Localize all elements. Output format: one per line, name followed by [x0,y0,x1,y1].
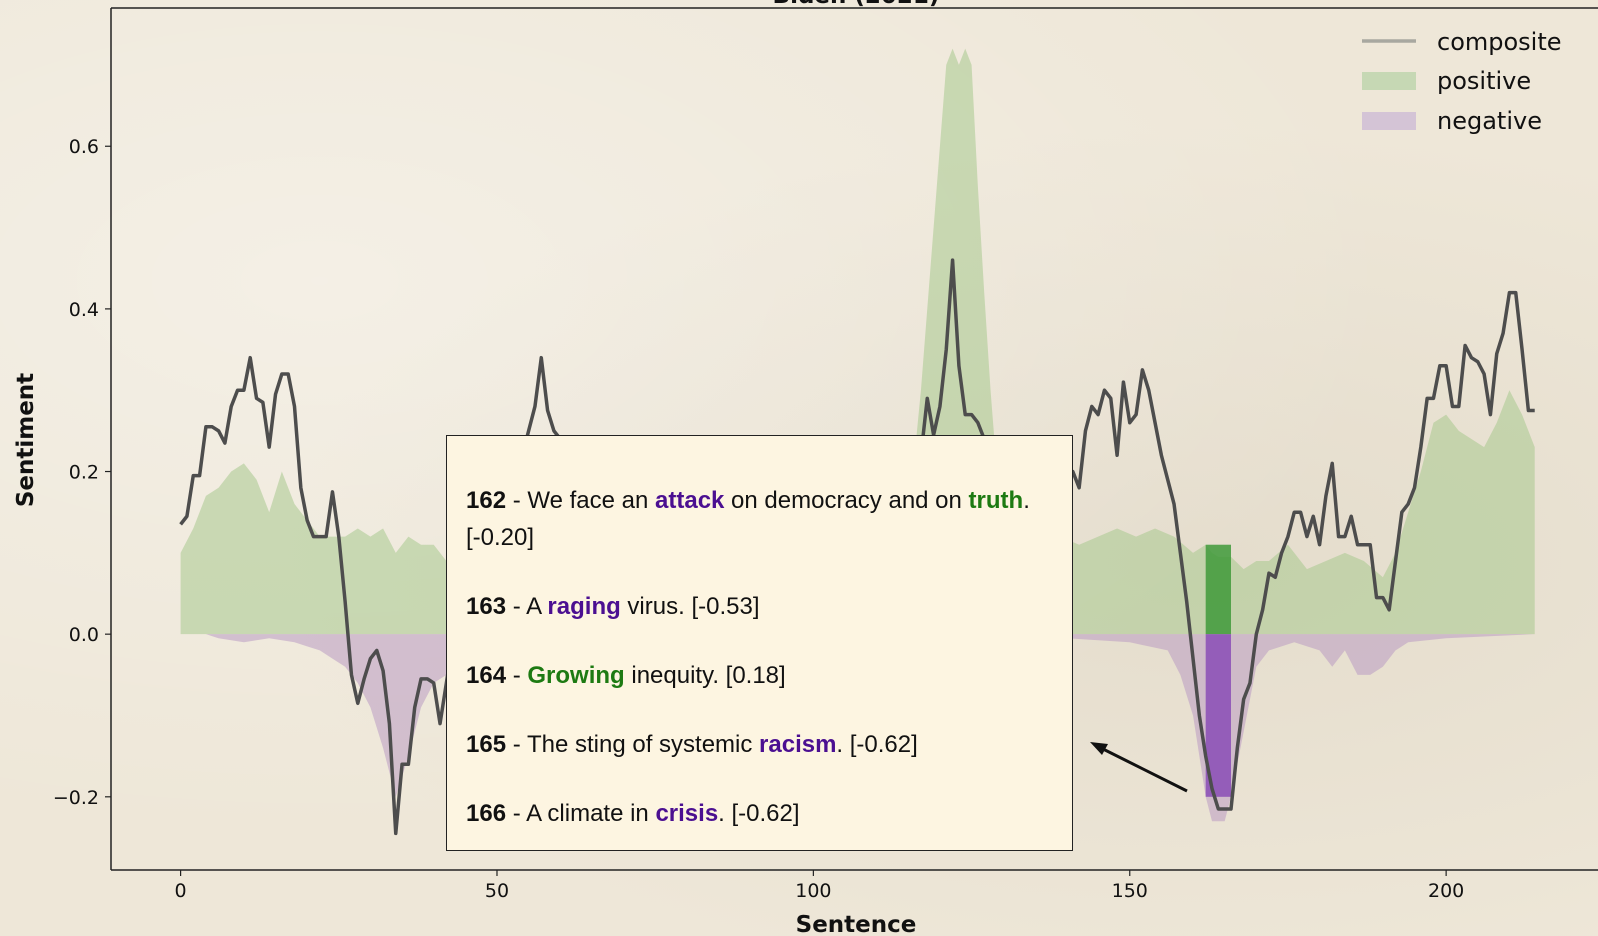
positive-word: truth [968,487,1024,514]
sentence-text: inequity. [0.18] [624,662,786,689]
separator: - [506,731,527,758]
sentence-number: 165 [466,731,507,758]
sentence-number: 163 [466,593,507,620]
sentence-text: . [-0.62] [718,800,800,827]
plot-area [179,48,1535,836]
negative-word: attack [655,487,725,514]
sentence-number: 164 [466,662,507,689]
sentence-text: . [-0.20] [466,487,1030,551]
y-tick-label: −0.2 [53,787,99,809]
sentence-text: We face an [527,487,656,514]
axes: 0 50 100 150 200 −0.2 0.0 0.2 0.4 0.6 [53,7,1598,902]
tooltip-sentence: 163 - A raging virus. [-0.53] [466,588,1054,625]
legend-swatch-negative [1362,112,1416,130]
tooltip-sentence: 165 - The sting of systemic racism. [-0.… [466,726,1054,763]
separator: - [506,800,527,827]
negative-word: raging [547,593,621,620]
sentence-tooltip: 162 - We face an attack on democracy and… [446,435,1073,851]
y-tick-label: 0.2 [69,462,99,484]
sentence-text: A climate in [526,800,656,827]
sentence-number: 162 [466,487,507,514]
separator: - [506,662,528,689]
x-tick-label: 0 [175,880,187,902]
sentence-number: 166 [466,800,507,827]
x-axis-title: Sentence [796,912,917,936]
sentence-text: . [-0.62] [836,731,918,758]
legend-swatch-positive [1362,72,1416,90]
positive-word: Growing [527,662,625,689]
positive-area [180,48,1535,635]
highlight-positive-band [1205,544,1231,635]
separator: - [506,593,527,620]
legend-label-composite: composite [1437,28,1562,56]
negative-word: crisis [655,800,719,827]
x-tick-label: 150 [1112,880,1148,902]
y-tick-label: 0.6 [69,136,99,158]
chart-title: Biden (2021) [773,0,940,9]
sentence-text: virus. [-0.53] [620,593,760,620]
tooltip-sentence: 166 - A climate in crisis. [-0.62] [466,795,1054,832]
x-tick-label: 200 [1428,880,1464,902]
tooltip-sentence: 164 - Growing inequity. [0.18] [466,657,1054,694]
y-axis-title: Sentiment [13,373,39,507]
y-tick-label: 0.4 [69,299,99,321]
sentence-text: on democracy and on [724,487,969,514]
composite-line [179,258,1535,836]
negative-word: racism [759,731,837,758]
sentence-text: The sting of systemic [526,731,760,758]
legend: composite positive negative [1362,28,1562,135]
y-tick-label: 0.0 [69,624,99,646]
annotation-arrow [1090,742,1188,793]
separator: - [506,487,528,514]
x-tick-label: 50 [485,880,509,902]
legend-label-negative: negative [1437,107,1542,135]
legend-label-positive: positive [1437,67,1531,95]
sentence-text: A [526,593,548,620]
tooltip-sentence: 162 - We face an attack on democracy and… [466,482,1054,556]
x-tick-label: 100 [795,880,831,902]
